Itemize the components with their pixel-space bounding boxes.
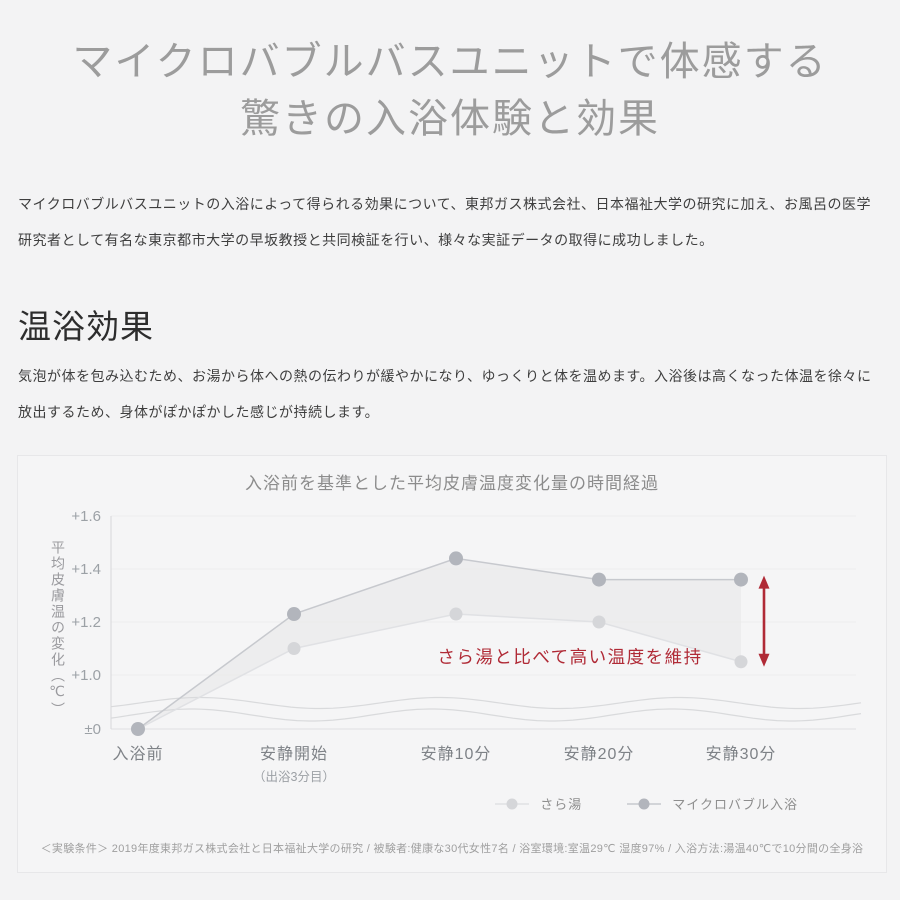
- arrow-down-head: [758, 653, 770, 667]
- chart-legend: さら湯 マイクロバブル入浴: [18, 794, 798, 813]
- page-title-line-1: マイクロバブルバスユニットで体感する: [72, 40, 828, 84]
- legend-item-microbubble: マイクロバブル入浴: [626, 794, 798, 813]
- difference-band: [138, 558, 741, 729]
- x-axis-label: 安静開始: [260, 745, 328, 763]
- data-point: [131, 722, 145, 736]
- line-dot-marker-icon: [495, 798, 530, 809]
- x-axis-sublabel: （出浴3分目）: [253, 770, 335, 784]
- page-title-line-2: 驚きの入浴体験と効果: [240, 97, 660, 141]
- axis-break-wave: [110, 708, 862, 722]
- data-point: [287, 607, 301, 622]
- x-axis-label: 安静10分: [421, 745, 492, 763]
- y-tick-label: +1.0: [71, 667, 101, 684]
- data-point: [449, 607, 463, 621]
- arrow-up-head: [758, 575, 770, 589]
- legend-item-sarayu: さら湯: [494, 794, 582, 813]
- line-dot-marker-icon: [627, 798, 662, 809]
- section-paragraph: 気泡が体を包み込むため、お湯から体への熱の伝わりが緩やかになり、ゆっくりと体を温…: [18, 368, 872, 420]
- y-tick-label: +1.2: [71, 614, 101, 631]
- y-tick-label: ±0: [84, 721, 101, 738]
- x-axis-label: 安静30分: [706, 745, 777, 763]
- data-point: [734, 572, 748, 587]
- y-axis-label: 平均皮膚温の変化（℃）: [50, 540, 66, 718]
- chart-card: +1.6 +1.4 +1.2 +1.0 ±0 さら湯と比べて高い温度を維持入浴前 安静開始 （…: [17, 455, 887, 873]
- data-point: [287, 642, 301, 655]
- axis-break-wave: [110, 696, 862, 710]
- data-point: [592, 572, 606, 587]
- x-axis-label: 安静20分: [564, 745, 635, 763]
- data-point: [592, 615, 606, 629]
- x-axis-label: 入浴前: [112, 745, 163, 763]
- section-heading: 温浴効果: [18, 308, 154, 345]
- chart-title: 入浴前を基準とした平均皮膚温度変化量の時間経過: [245, 474, 659, 493]
- experiment-conditions: ＜実験条件＞ 2019年度東邦ガス株式会社と日本福祉大学の研究 / 被験者:健康…: [40, 843, 864, 855]
- legend-label: マイクロバブル入浴: [672, 797, 798, 812]
- intro-paragraph: マイクロバブルバスユニットの入浴によって得られる効果について、東邦ガス株式会社、…: [18, 196, 871, 248]
- page-title: マイクロバブルバスユニットで体感する 驚きの入浴体験と効果: [0, 34, 900, 148]
- y-tick-label: +1.4: [71, 561, 101, 578]
- annotation-text: さら湯と比べて高い温度を維持: [437, 647, 702, 667]
- data-point: [734, 655, 748, 669]
- data-point: [449, 551, 463, 566]
- y-tick-label: +1.6: [71, 508, 101, 525]
- legend-label: さら湯: [540, 797, 583, 812]
